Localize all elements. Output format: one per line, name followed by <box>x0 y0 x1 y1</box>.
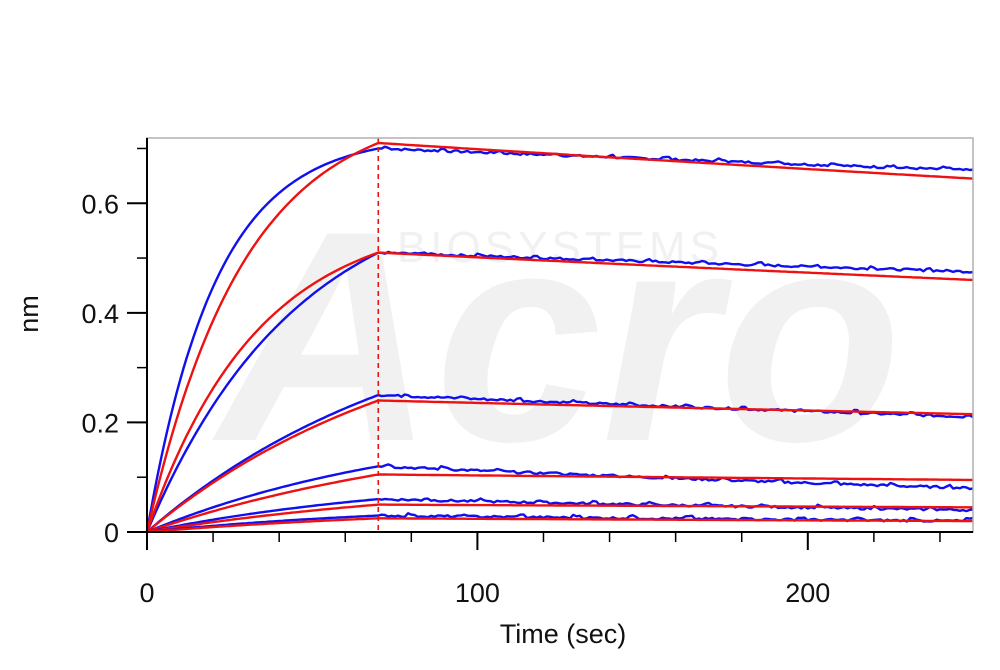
fit-curve-6 <box>147 517 973 533</box>
y-tick-label: 0.4 <box>81 299 119 329</box>
fit-curve-5 <box>147 503 973 533</box>
y-tick-label: 0.2 <box>81 408 119 438</box>
measured-curve-4 <box>146 463 974 533</box>
fit-curve-1 <box>145 141 974 532</box>
x-axis-label: Time (sec) <box>500 619 627 649</box>
fit-curve-2 <box>145 251 974 532</box>
measured-curve-2 <box>145 250 974 532</box>
watermark-subtext: BIOSYSTEMS <box>397 223 723 272</box>
fit-curve-4 <box>147 473 974 533</box>
plot-area <box>145 138 974 533</box>
x-tick-label: 100 <box>455 578 500 608</box>
y-axis-label: nm <box>14 295 44 333</box>
y-tick-label: 0.6 <box>81 189 119 219</box>
x-tick-label: 200 <box>785 578 830 608</box>
watermark-logo: Acro <box>209 168 902 504</box>
axes: 0 100 200 0 0.2 0.4 0.6 <box>81 137 974 608</box>
fit-curve-3 <box>146 399 974 532</box>
x-tick-label: 0 <box>139 578 154 608</box>
y-tick-label: 0 <box>104 518 119 548</box>
